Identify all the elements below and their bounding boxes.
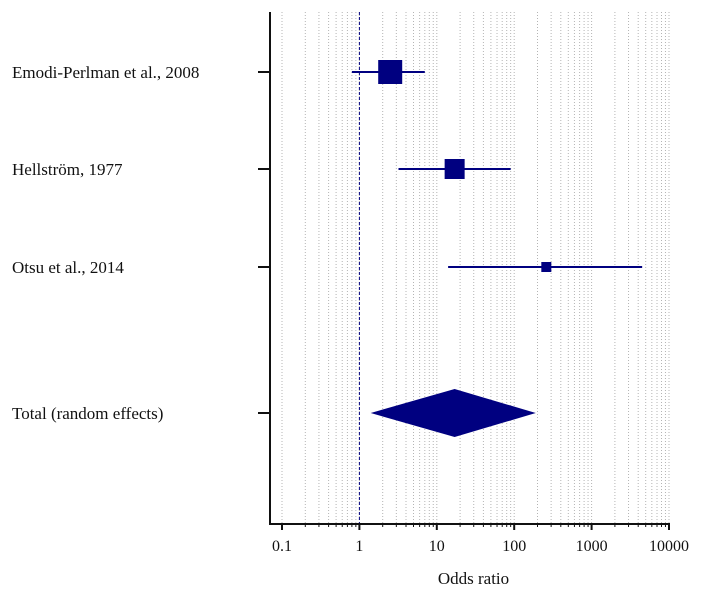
x-tick-label: 10000 xyxy=(649,538,689,555)
x-tick-label: 1000 xyxy=(576,538,608,555)
pooled-estimate-diamond xyxy=(370,389,536,437)
effect-square xyxy=(378,60,403,84)
study-label: Emodi-Perlman et al., 2008 xyxy=(12,63,199,82)
study-rows: Emodi-Perlman et al., 2008 Hellström, 197… xyxy=(12,60,643,414)
study-row: Emodi-Perlman et al., 2008 xyxy=(12,60,425,84)
effect-square xyxy=(541,262,552,272)
x-tick-label: 1 xyxy=(355,538,363,555)
study-row: Otsu et al., 2014 xyxy=(12,258,643,277)
x-tick-label: 100 xyxy=(502,538,526,555)
x-tick-label: 10 xyxy=(429,538,445,555)
study-row: Hellström, 1977 xyxy=(12,159,511,179)
x-axis-label: Odds ratio xyxy=(438,569,509,588)
effect-square xyxy=(444,159,465,179)
study-label: Hellström, 1977 xyxy=(12,160,123,179)
pooled-label: Total (random effects) xyxy=(12,404,163,423)
study-label: Otsu et al., 2014 xyxy=(12,258,124,277)
x-tick-label: 0.1 xyxy=(272,538,292,555)
x-axis-ticks: 0.1 1 10 100 1000 10000 xyxy=(272,524,689,555)
